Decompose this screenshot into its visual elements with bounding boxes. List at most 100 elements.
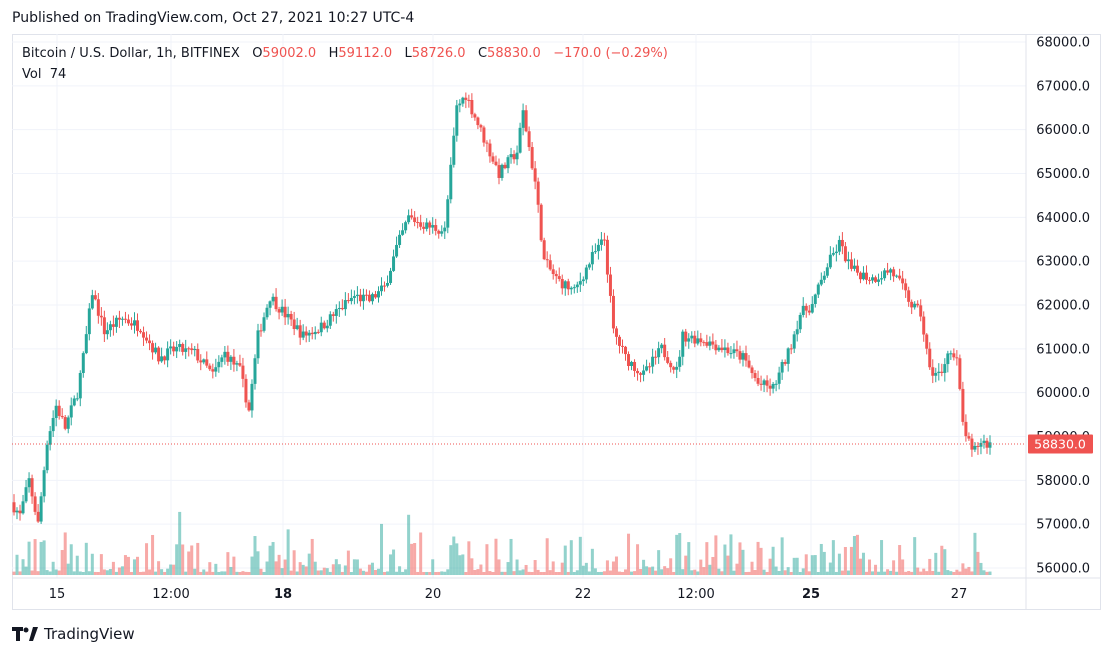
candle-body [512,154,516,160]
candle-body [599,239,603,245]
volume-bar [398,566,402,575]
volume-bar [340,571,344,575]
volume-bar [572,571,576,575]
candle-body [479,125,483,128]
candle-body [904,283,908,291]
volume-bar [102,569,106,575]
symbol-name[interactable]: Bitcoin / U.S. Dollar, 1h, BITFINEX [22,46,240,61]
candle-body [557,276,561,279]
candle-body [380,285,384,292]
low-label: L [404,46,412,61]
candle-body [789,348,793,350]
volume-bar [419,532,423,575]
candlestick-chart[interactable]: 68000.0 67000.0 66000.0 65000.0 64000.0 63000… [12,34,1101,610]
volume-bar [440,571,444,575]
candle-body [349,297,353,302]
volume-bar [235,571,239,575]
candle-body [361,294,365,302]
candle-body [771,383,775,389]
candle-body [244,378,248,403]
volume-bar [539,571,543,575]
candle-body [910,301,914,308]
candle-body [934,372,938,376]
volume-bar [226,552,230,575]
volume-bar [584,562,588,575]
candle-body [825,267,829,276]
volume-bar [702,567,706,575]
candle-body [416,222,420,224]
volume-bar [931,570,935,575]
candle-body [988,442,992,448]
candle-body [837,239,841,252]
candle-body [648,366,652,368]
volume-bar [413,543,417,575]
candle-body [931,367,935,376]
volume-bar [816,571,820,575]
volume-bar [446,569,450,575]
volume-bar [952,571,956,575]
volume-bar [292,550,296,575]
candle-body [343,300,347,310]
ohlc-legend: Bitcoin / U.S. Dollar, 1h, BITFINEX O590… [22,46,668,61]
volume-bar [886,569,890,575]
volume-bar [268,545,272,575]
candle-body [539,204,543,241]
volume-bar [154,571,158,575]
volume-bar [280,568,284,575]
volume-bar [636,544,640,575]
candle-body [843,246,847,262]
candle-body [151,343,155,353]
candle-body [105,330,109,335]
candle-body [446,199,450,228]
volume-bar [777,570,781,575]
candle-body [792,334,796,349]
candle-body [639,373,643,375]
candle-body [666,357,670,363]
candle-body [331,314,335,316]
candle-body [250,383,254,411]
volume-bar [42,540,46,575]
candle-body [973,445,977,450]
candle-body [373,294,377,298]
volume-bar [160,569,164,575]
candle-body [319,322,323,333]
tradingview-brand[interactable]: TradingView [12,625,135,643]
candle-body [533,168,537,182]
volume-bar [464,571,468,575]
candle-body [476,117,480,126]
volume-bar [843,546,847,575]
volume-bar [533,560,537,575]
candle-body [42,470,46,497]
volume-bar [259,568,263,575]
candle-body [289,313,293,320]
candle-body [922,316,926,335]
volume-bar [84,542,88,575]
volume-bar [250,556,254,575]
volume-bar [75,555,79,575]
price-axis[interactable]: 68000.0 67000.0 66000.0 65000.0 64000.0 63000… [1036,36,1090,577]
candle-body [874,277,878,282]
volume-bar [759,547,763,575]
volume-bar [852,536,856,575]
candle-body [898,275,902,279]
candle-body [157,347,161,362]
volume-bar [624,569,628,575]
chart-frame [12,34,1101,610]
candle-body [756,377,760,384]
volume-bar [871,571,875,575]
candle-body [822,275,826,280]
candle-body [883,270,887,279]
volume-bar [868,559,872,575]
candle-body [419,222,423,227]
price-tick-label: 56000.0 [1036,562,1090,577]
volume-bar [602,571,606,575]
volume-bar [645,566,649,575]
volume-bar [849,546,853,575]
price-tick-label: 60000.0 [1036,386,1090,401]
time-axis[interactable]: 15 12:00 18 20 22 12:00 25 27 [49,587,968,602]
volume-bar [87,571,91,575]
candle-body [681,331,685,357]
volume-bar [404,569,408,575]
candle-body [651,356,655,367]
candle-body [395,244,399,257]
